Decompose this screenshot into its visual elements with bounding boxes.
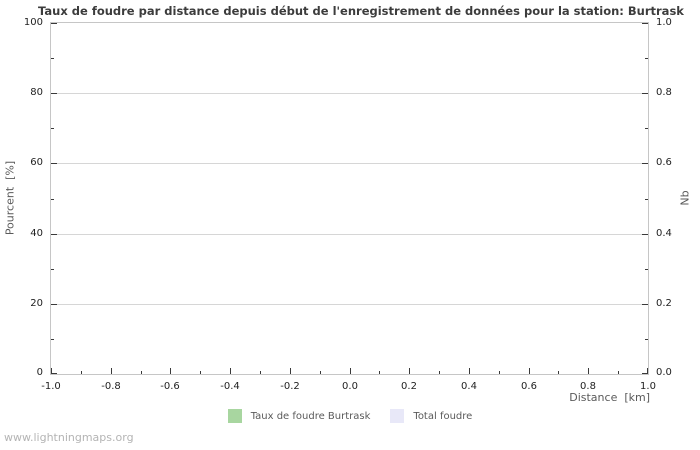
gridline-horizontal xyxy=(51,234,648,235)
x-tick-mark xyxy=(499,371,500,374)
y-right-tick-mark xyxy=(642,234,648,235)
y-right-tick-label: 0.0 xyxy=(656,367,672,378)
y-right-tick-label: 0.2 xyxy=(656,298,672,309)
chart-title: Taux de foudre par distance depuis début… xyxy=(38,4,684,18)
y-right-tick-mark xyxy=(642,93,648,94)
x-tick-mark xyxy=(230,368,231,374)
x-tick-mark xyxy=(439,371,440,374)
y-right-tick-label: 1.0 xyxy=(656,17,672,28)
y-axis-label-left: Pourcent [%] xyxy=(3,160,17,236)
y-right-tick-mark xyxy=(645,58,648,59)
y-left-tick-mark xyxy=(51,269,54,270)
y-left-tick-mark xyxy=(51,58,54,59)
y-left-tick-label: 20 xyxy=(30,298,43,309)
y-left-tick-label: 100 xyxy=(23,17,43,28)
x-tick-mark xyxy=(320,371,321,374)
x-tick-label: 0.4 xyxy=(461,381,477,392)
y-left-tick-mark xyxy=(51,339,54,340)
x-tick-mark xyxy=(588,368,589,374)
x-tick-mark xyxy=(260,371,261,374)
legend-swatch-lavender xyxy=(390,409,405,423)
x-tick-label: -0.6 xyxy=(160,381,180,392)
x-tick-label: 0.6 xyxy=(521,381,537,392)
y-right-tick-label: 0.4 xyxy=(656,228,672,239)
y-right-tick-mark xyxy=(645,269,648,270)
y-left-tick-mark xyxy=(51,304,57,305)
x-tick-mark xyxy=(51,368,52,374)
y-left-tick-mark xyxy=(51,163,57,164)
y-left-tick-mark xyxy=(51,199,54,200)
watermark-link[interactable]: www.lightningmaps.org xyxy=(4,431,134,444)
x-axis-label: Distance [km] xyxy=(569,391,650,404)
gridline-horizontal xyxy=(51,163,648,164)
x-tick-label: 0.2 xyxy=(401,381,417,392)
x-tick-mark xyxy=(81,371,82,374)
legend-label: Total foudre xyxy=(413,410,473,422)
x-tick-label: 1.0 xyxy=(640,381,656,392)
y-right-tick-mark xyxy=(642,373,648,374)
x-tick-mark xyxy=(350,368,351,374)
gridline-horizontal xyxy=(51,93,648,94)
y-left-tick-mark xyxy=(51,93,57,94)
x-tick-mark xyxy=(111,368,112,374)
y-left-tick-label: 0 xyxy=(36,367,43,378)
x-tick-mark xyxy=(170,368,171,374)
x-tick-mark xyxy=(647,368,648,374)
y-right-tick-mark xyxy=(645,339,648,340)
legend-item-taux-de-foudre: Taux de foudre Burtrask xyxy=(227,409,371,423)
y-right-tick-mark xyxy=(642,304,648,305)
y-left-tick-mark xyxy=(51,373,57,374)
x-tick-mark xyxy=(529,368,530,374)
x-tick-mark xyxy=(290,368,291,374)
plot-area: 0 20 40 60 80 100 0.0 0.2 0.4 0.6 0.8 1.0 -1.0 -0.8 -0… xyxy=(24,17,672,392)
y-right-tick-label: 0.8 xyxy=(656,87,672,98)
x-tick-mark xyxy=(409,368,410,374)
legend-swatch-green xyxy=(227,409,242,423)
x-tick-label: -0.2 xyxy=(280,381,300,392)
y-right-tick-mark xyxy=(642,23,648,24)
y-left-tick-mark xyxy=(51,128,54,129)
x-tick-label: -1.0 xyxy=(41,381,61,392)
y-right-tick-mark xyxy=(645,199,648,200)
y-left-tick-mark xyxy=(51,234,57,235)
x-tick-mark xyxy=(379,371,380,374)
y-left-tick-label: 40 xyxy=(30,228,43,239)
x-tick-mark xyxy=(618,371,619,374)
x-tick-mark xyxy=(141,371,142,374)
x-tick-mark xyxy=(200,371,201,374)
x-tick-label: -0.4 xyxy=(220,381,240,392)
legend-label: Taux de foudre Burtrask xyxy=(250,410,371,422)
x-tick-mark xyxy=(469,368,470,374)
legend: Taux de foudre Burtrask Total foudre xyxy=(0,409,700,423)
y-left-tick-mark xyxy=(51,23,57,24)
y-right-tick-label: 0.6 xyxy=(656,157,672,168)
y-left-tick-label: 80 xyxy=(30,87,43,98)
x-tick-label: -0.8 xyxy=(101,381,121,392)
y-right-tick-mark xyxy=(642,163,648,164)
x-tick-label: 0.0 xyxy=(342,381,358,392)
y-left-tick-label: 60 xyxy=(30,157,43,168)
x-tick-label: 0.8 xyxy=(580,381,596,392)
x-tick-mark xyxy=(558,371,559,374)
y-axis-label-right: Nb xyxy=(678,190,692,206)
legend-item-total-foudre: Total foudre xyxy=(390,409,472,423)
gridline-horizontal xyxy=(51,304,648,305)
y-right-tick-mark xyxy=(645,128,648,129)
